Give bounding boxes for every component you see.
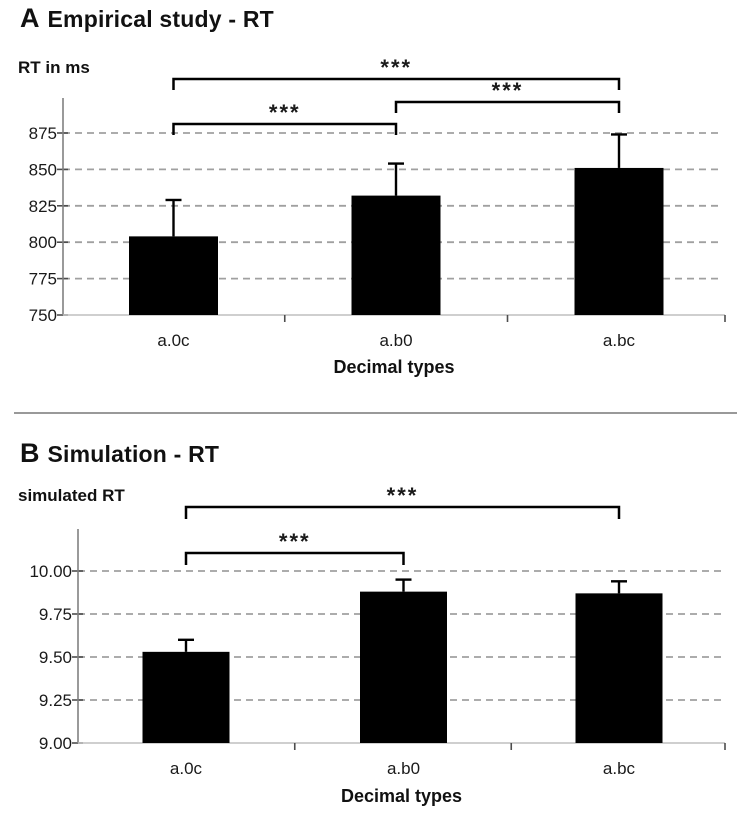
panel-a-y-axis-label: RT in ms — [18, 58, 90, 77]
panel-a-letter: A — [20, 3, 40, 33]
panel-b-title-text: Simulation - RT — [47, 441, 220, 467]
y-tick-label: 800 — [29, 233, 57, 252]
significance-bracket — [184, 505, 621, 519]
significance-stars: *** — [279, 529, 311, 554]
significance-stars: *** — [269, 100, 301, 125]
panel-a-title-text: Empirical study - RT — [47, 6, 274, 32]
category-label: a.bc — [603, 331, 636, 350]
panel-a-title: A Empirical study - RT — [20, 3, 274, 34]
bar — [129, 236, 218, 315]
significance-stars: *** — [380, 55, 412, 80]
panel-b-y-axis-label: simulated RT — [18, 486, 125, 505]
panel-a-x-axis-title: Decimal types — [333, 357, 455, 377]
y-tick-label: 825 — [29, 197, 57, 216]
significance-bracket — [172, 77, 621, 90]
y-tick-label: 750 — [29, 306, 57, 325]
category-label: a.0c — [170, 759, 203, 778]
bar — [360, 591, 447, 743]
y-tick-label: 9.25 — [39, 691, 72, 710]
y-tick-label: 9.50 — [39, 648, 72, 667]
panel-b-chart: 9.00 9.25 9.50 9.75 10.00 a.0c a.b0 a.bc *** *** — [29, 483, 726, 778]
bar — [574, 167, 664, 315]
y-tick-label: 850 — [29, 160, 57, 179]
bar — [575, 593, 663, 743]
significance-bracket — [172, 122, 398, 135]
panel-a-chart: 750 775 800 825 850 875 a.0c a.b0 a.bc *** *** *** — [29, 55, 726, 350]
significance-stars: *** — [492, 78, 524, 103]
significance-stars: *** — [387, 483, 419, 508]
bar — [351, 195, 441, 315]
significance-bracket — [184, 551, 405, 565]
y-tick-label: 9.75 — [39, 605, 72, 624]
panel-b-title: B Simulation - RT — [20, 438, 219, 469]
category-label: a.0c — [157, 331, 190, 350]
y-tick-label: 10.00 — [29, 562, 72, 581]
significance-bracket — [394, 100, 621, 113]
category-label: a.b0 — [379, 331, 412, 350]
y-tick-label: 9.00 — [39, 734, 72, 753]
y-tick-label: 875 — [29, 124, 57, 143]
category-label: a.b0 — [387, 759, 420, 778]
panel-b-letter: B — [20, 438, 40, 468]
y-tick-label: 775 — [29, 270, 57, 289]
category-label: a.bc — [603, 759, 636, 778]
panel-b-x-axis-title: Decimal types — [340, 786, 463, 806]
panel-divider — [14, 412, 737, 414]
bar — [142, 651, 230, 743]
